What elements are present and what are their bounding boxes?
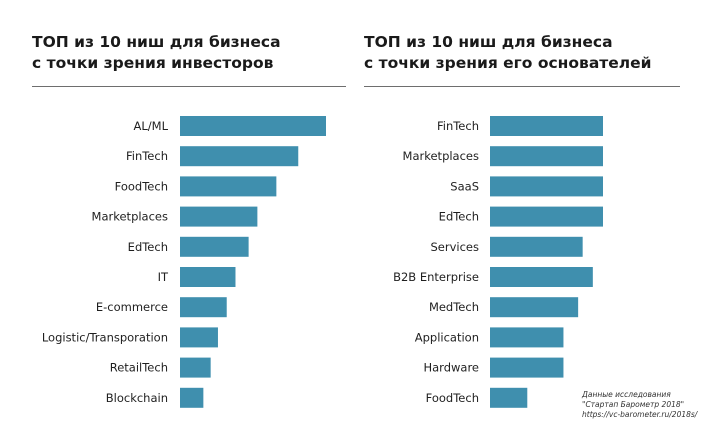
bar-retailtech [180, 357, 211, 378]
category-label: B2B Enterprise [393, 270, 479, 284]
bar-medtech [490, 297, 579, 318]
category-label: MedTech [429, 300, 479, 314]
source-line-2: "Стартап Барометр 2018" [582, 400, 685, 409]
category-label: Services [431, 240, 480, 254]
bar-al-ml [180, 116, 326, 136]
category-label: EdTech [439, 210, 479, 224]
chart-title: ТОП из 10 ниш для бизнеса с точки зрения… [32, 32, 281, 74]
category-label: IT [158, 270, 169, 284]
title-divider [364, 86, 680, 87]
bar-hardware [490, 357, 564, 378]
category-label: Hardware [423, 361, 479, 375]
bar-foodtech [490, 387, 528, 408]
bar-blockchain [180, 387, 204, 408]
category-label: Application [415, 330, 479, 344]
bar-logistic-transporation [180, 327, 218, 348]
category-label: FinTech [126, 149, 168, 163]
bar-it [180, 267, 236, 287]
chart-title-line-2: с точки зрения его основателей [364, 54, 652, 72]
bar-foodtech [180, 176, 277, 197]
category-label: SaaS [450, 179, 479, 193]
category-label: FoodTech [426, 391, 479, 405]
chart-title-line-1: ТОП из 10 ниш для бизнеса [32, 33, 281, 51]
bar-saas [490, 176, 603, 197]
category-label: Marketplaces [92, 210, 168, 224]
chart-title-line-2: с точки зрения инвесторов [32, 54, 274, 72]
category-label: FinTech [437, 119, 479, 133]
title-divider [32, 86, 346, 87]
category-label: Blockchain [106, 391, 168, 405]
bar-b2b-enterprise [490, 267, 593, 287]
category-label: AL/ML [134, 119, 169, 133]
category-label: Marketplaces [403, 149, 479, 163]
category-label: E-commerce [96, 300, 168, 314]
chart-title-line-1: ТОП из 10 ниш для бизнеса [364, 33, 613, 51]
bar-services [490, 236, 583, 257]
bar-marketplaces [180, 206, 258, 227]
source-line-3: https://vc-barometer.ru/2018s/ [582, 410, 698, 419]
bar-fintech [180, 146, 299, 167]
category-label: RetailTech [110, 361, 168, 375]
category-label: Logistic/Transporation [42, 330, 168, 344]
source-line-1: Данные исследования [582, 390, 671, 399]
bar-edtech [490, 206, 603, 227]
bar-e-commerce [180, 297, 227, 318]
bar-edtech [180, 236, 249, 257]
chart-title: ТОП из 10 ниш для бизнеса с точки зрения… [364, 32, 652, 74]
bar-fintech [490, 116, 603, 136]
bar-application [490, 327, 564, 348]
source-note: Данные исследования "Стартап Барометр 20… [582, 390, 697, 420]
category-label: EdTech [128, 240, 168, 254]
bar-marketplaces [490, 146, 603, 167]
category-label: FoodTech [115, 179, 168, 193]
